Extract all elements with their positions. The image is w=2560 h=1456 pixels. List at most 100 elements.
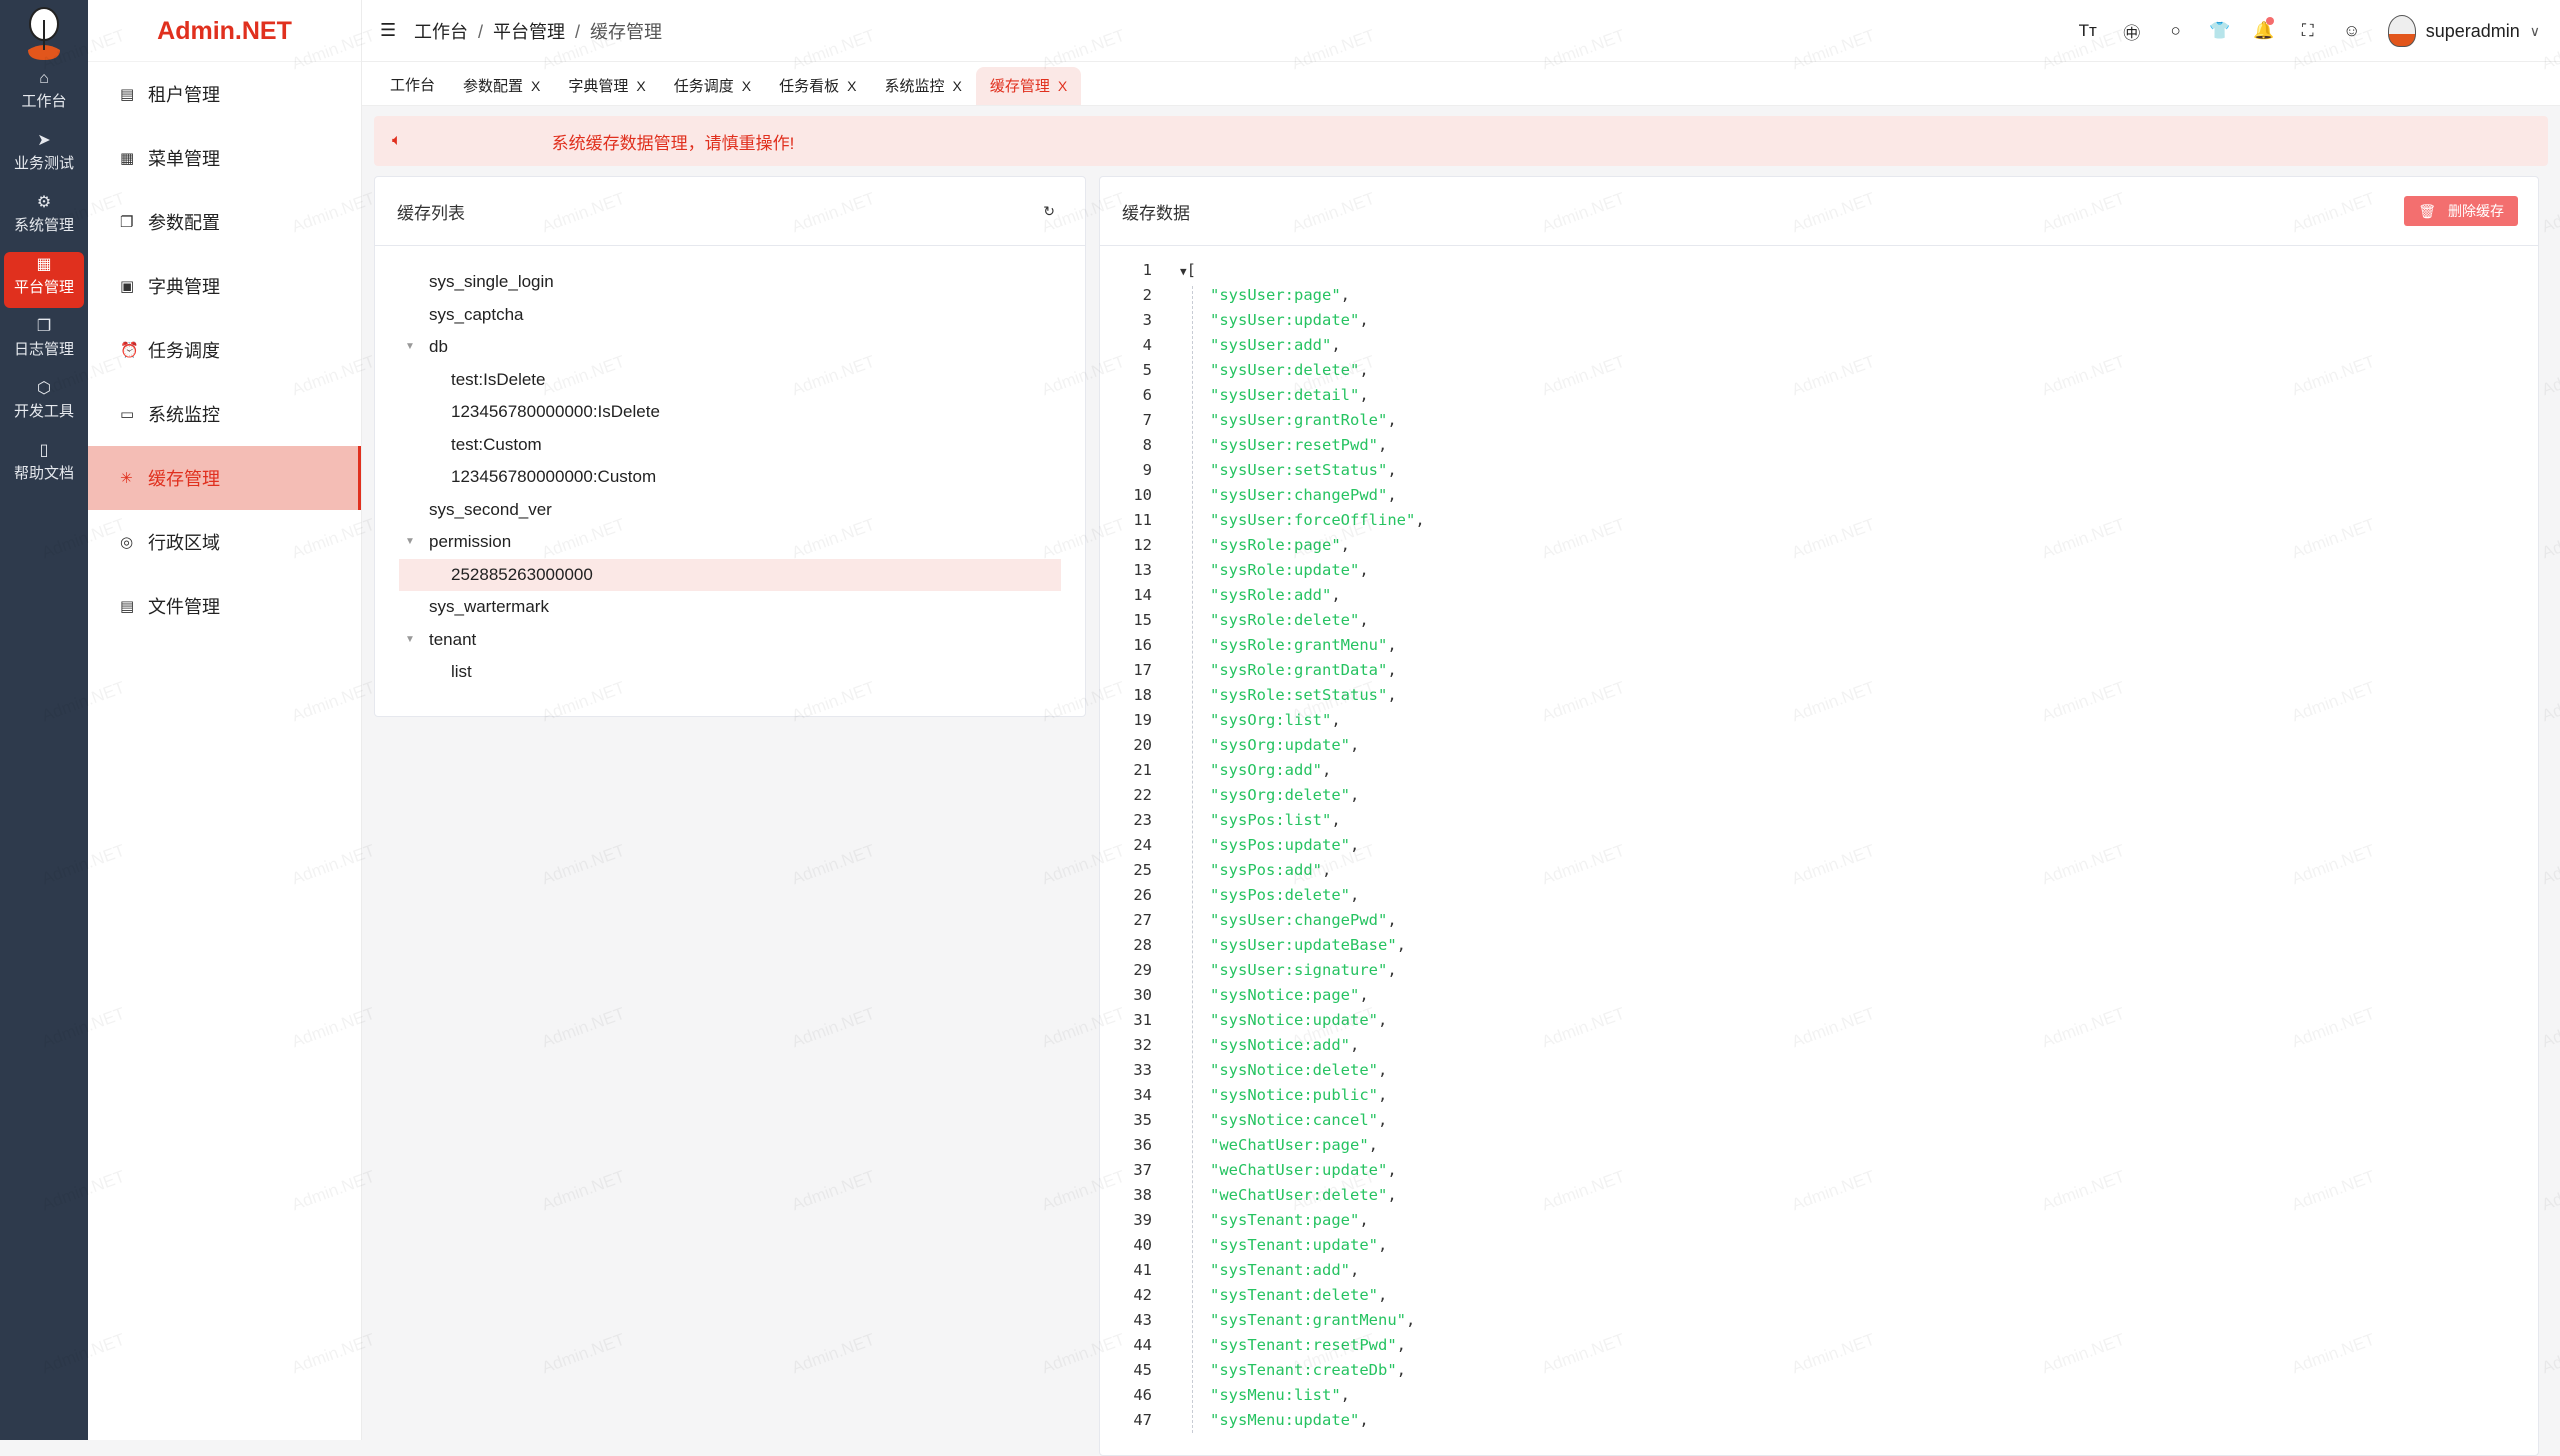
rail-item-3[interactable]: ▦ 平台管理 xyxy=(4,252,84,308)
close-icon[interactable]: X xyxy=(847,78,857,94)
theme-shirt-icon[interactable]: 👕 xyxy=(2209,21,2231,40)
json-string-value: sysNotice:delete xyxy=(1219,1061,1369,1079)
tree-node[interactable]: 123456780000000:IsDelete xyxy=(399,396,1061,429)
tree-node[interactable]: sys_single_login xyxy=(399,266,1061,299)
refresh-icon[interactable]: ↻ xyxy=(1043,202,1055,219)
line-number: 45 xyxy=(1133,1361,1152,1379)
json-string-value: sysOrg:update xyxy=(1219,736,1341,754)
tree-node[interactable]: test:IsDelete xyxy=(399,364,1061,397)
tab-2[interactable]: 字典管理 X xyxy=(554,67,659,105)
tab-5[interactable]: 系统监控 X xyxy=(870,67,975,105)
collapse-caret-icon[interactable]: ▼ xyxy=(1180,265,1187,278)
rail-item-0[interactable]: ⌂ 工作台 xyxy=(4,66,84,122)
code-line: 40 "sysTenant:update", xyxy=(1100,1233,2538,1258)
avatar[interactable] xyxy=(2387,15,2416,47)
json-string: "sysTenant:createDb", xyxy=(1210,1361,1407,1379)
home-icon: ⌂ xyxy=(39,70,49,87)
watermark-text: Admin.NET xyxy=(2539,1166,2560,1215)
tree-node[interactable]: ▼ permission xyxy=(399,526,1061,559)
tree-node[interactable]: sys_second_ver xyxy=(399,494,1061,527)
breadcrumb-item[interactable]: 平台管理 xyxy=(493,21,566,42)
cache-list-card: 缓存列表 ↻ sys_single_login sys_captcha ▼ db tes… xyxy=(374,176,1086,717)
json-string: "sysNotice:add", xyxy=(1210,1036,1360,1054)
close-icon[interactable]: X xyxy=(531,78,541,94)
json-string: "sysOrg:update", xyxy=(1210,736,1360,754)
sidebar-item-1[interactable]: ▦ 菜单管理 xyxy=(88,126,361,190)
tree-node[interactable]: test:Custom xyxy=(399,429,1061,462)
tree-node-label: db xyxy=(429,337,448,356)
line-number: 16 xyxy=(1133,636,1152,654)
sidebar-item-2[interactable]: ❐ 参数配置 xyxy=(88,190,361,254)
json-string-value: sysOrg:add xyxy=(1219,761,1313,779)
watermark-text: Admin.NET xyxy=(2539,514,2560,563)
tree-node[interactable]: ▼ db xyxy=(399,331,1061,364)
code-line: 24 "sysPos:update", xyxy=(1100,833,2538,858)
json-string-value: sysUser:page xyxy=(1219,286,1332,304)
json-string: "sysUser:update", xyxy=(1210,311,1369,329)
json-string-value: sysNotice:update xyxy=(1219,1011,1369,1029)
menu-collapse-icon[interactable]: ☰ xyxy=(380,20,397,40)
tree-node[interactable]: 252885263000000 xyxy=(399,558,1061,591)
watermark-text: Admin.NET xyxy=(2539,677,2560,726)
rail-item-5[interactable]: ⬡ 开发工具 xyxy=(4,376,84,432)
tab-1[interactable]: 参数配置 X xyxy=(449,67,554,105)
caret-down-icon[interactable]: ▼ xyxy=(405,536,415,547)
json-string: "sysNotice:page", xyxy=(1210,986,1369,1004)
sidebar-item-6[interactable]: ✳ 缓存管理 xyxy=(88,446,361,510)
close-icon[interactable]: X xyxy=(741,78,752,94)
fullscreen-icon[interactable]: ⛶ xyxy=(2301,21,2314,40)
breadcrumb-separator: / xyxy=(575,21,581,42)
code-line: 1 ▼[ xyxy=(1100,258,2538,283)
watermark-text: Admin.NET xyxy=(789,1166,878,1215)
sidebar-item-5[interactable]: ▭ 系统监控 xyxy=(88,382,361,446)
notification-badge xyxy=(2265,17,2274,25)
sidebar-item-4[interactable]: ⏰ 任务调度 xyxy=(88,318,361,382)
tree-node-label: 123456780000000:IsDelete xyxy=(451,402,660,421)
json-string-value: weChatUser:delete xyxy=(1219,1186,1378,1204)
rail-item-1[interactable]: ➤ 业务测试 xyxy=(4,128,84,184)
sidebar-item-7[interactable]: ◎ 行政区域 xyxy=(88,510,361,574)
sidebar-item-3[interactable]: ▣ 字典管理 xyxy=(88,254,361,318)
app-logo xyxy=(22,6,66,60)
code-line: 37 "weChatUser:update", xyxy=(1100,1158,2538,1183)
json-string: "sysTenant:resetPwd", xyxy=(1210,1336,1407,1354)
tree-node[interactable]: list xyxy=(399,656,1061,689)
tab-6[interactable]: 缓存管理 X xyxy=(975,67,1082,105)
tree-node[interactable]: ▼ tenant xyxy=(399,624,1061,657)
rail-item-6[interactable]: ▯ 帮助文档 xyxy=(4,438,84,494)
close-icon[interactable]: X xyxy=(1057,78,1068,94)
sidebar-item-label: 行政区域 xyxy=(148,533,220,553)
sidebar-item-0[interactable]: ▤ 租户管理 xyxy=(88,62,361,126)
tree-node[interactable]: 123456780000000:Custom xyxy=(399,461,1061,494)
close-icon[interactable]: X xyxy=(952,78,962,94)
tree-node[interactable]: sys_captcha xyxy=(399,299,1061,332)
close-icon[interactable]: X xyxy=(636,78,646,94)
chevron-down-icon[interactable]: ∨ xyxy=(2529,22,2540,39)
json-string: "sysTenant:page", xyxy=(1210,1211,1369,1229)
tab-0[interactable]: 工作台 xyxy=(376,67,449,105)
tab-3[interactable]: 任务调度 X xyxy=(660,67,765,105)
code-line: 15 "sysRole:delete", xyxy=(1100,608,2538,633)
watermark-text: Admin.NET xyxy=(2539,840,2560,889)
tab-4[interactable]: 任务看板 X xyxy=(765,67,870,105)
line-number: 14 xyxy=(1133,586,1152,604)
breadcrumb-item[interactable]: 工作台 xyxy=(414,21,468,42)
sidebar-item-label: 字典管理 xyxy=(148,277,220,297)
code-line: 16 "sysRole:grantMenu", xyxy=(1100,633,2538,658)
tree-node[interactable]: sys_wartermark xyxy=(399,591,1061,624)
alert-message: 系统缓存数据管理，请慎重操作! xyxy=(551,133,795,153)
rail-item-2[interactable]: ⚙ 系统管理 xyxy=(4,190,84,246)
json-string: "sysMenu:update", xyxy=(1210,1411,1369,1429)
search-icon[interactable]: ○ xyxy=(2170,21,2181,40)
caret-down-icon[interactable]: ▼ xyxy=(405,341,415,352)
font-size-icon[interactable]: Tт xyxy=(2078,21,2097,40)
delete-cache-button[interactable]: 🗑︎ 删除缓存 xyxy=(2404,196,2518,226)
user-icon[interactable]: ☺ xyxy=(2343,21,2361,40)
bell-icon[interactable]: 🔔 xyxy=(2242,17,2286,41)
language-icon[interactable]: ㊥ xyxy=(2123,23,2141,43)
username[interactable]: superadmin xyxy=(2425,20,2520,41)
rail-item-4[interactable]: ❐ 日志管理 xyxy=(4,314,84,370)
line-number: 44 xyxy=(1133,1336,1152,1354)
caret-down-icon[interactable]: ▼ xyxy=(405,633,415,645)
sidebar-item-8[interactable]: ▤ 文件管理 xyxy=(88,574,361,638)
